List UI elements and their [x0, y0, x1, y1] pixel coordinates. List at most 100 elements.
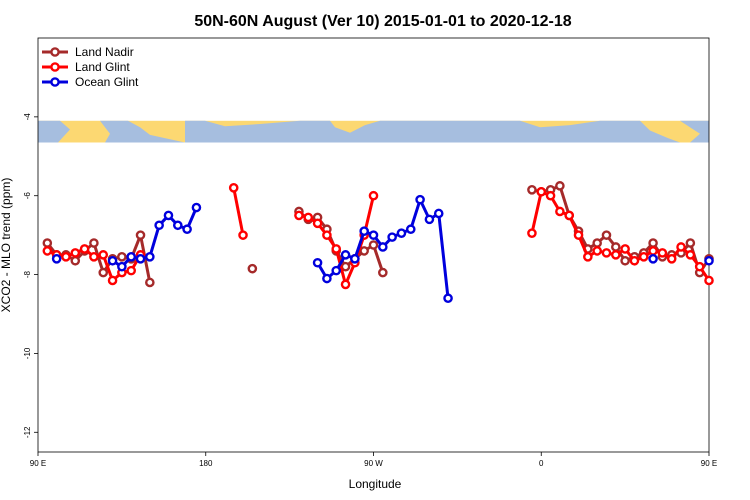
x-tick-label-3: 0: [539, 459, 544, 468]
series-2-point-3-0: [648, 253, 658, 264]
series-0-point-0-11: [145, 277, 155, 288]
series-0-point-0-3: [70, 255, 81, 266]
series-1-point-3-2: [545, 190, 556, 201]
series-1-point-0-3: [70, 248, 81, 258]
series-2-point-2-11: [415, 194, 425, 205]
series-0-point-3-10: [620, 255, 630, 266]
series-1-point-1-0: [228, 183, 239, 193]
series-0-point-3-8: [601, 230, 612, 240]
series-2-point-2-8: [387, 232, 397, 242]
x-tick-label-4: 90 E: [701, 459, 717, 468]
series-1-line-1: [232, 187, 245, 236]
series-1-point-3-0: [527, 228, 537, 238]
series-2-point-2-4: [350, 253, 360, 264]
map-band-ocean-0: [38, 120, 70, 143]
series-1-point-2-2: [312, 218, 323, 229]
x-tick-label-0: 90 E: [30, 459, 46, 468]
series-1-point-3-4: [564, 210, 575, 221]
series-0-point-2-9: [378, 267, 388, 278]
series-2-point-2-0: [312, 257, 323, 268]
series-1-point-3-19: [704, 275, 714, 286]
map-band-ocean-2: [185, 120, 680, 143]
series-1-point-0-9: [126, 265, 136, 276]
series-1-point-3-12: [638, 252, 649, 262]
series-1-point-3-1: [536, 186, 547, 197]
map-band-ocean-1: [100, 120, 185, 143]
series-1-point-3-16: [676, 242, 686, 252]
map-band-ocean-3: [680, 120, 709, 143]
series-1-point-0-2: [61, 252, 71, 262]
x-axis: 90 E 180 90 W 0 90 E: [30, 452, 717, 468]
y-tick-label-3: -10: [23, 347, 32, 359]
series-1-point-3-7: [592, 246, 602, 256]
map-band: [38, 120, 709, 143]
series-1-point-0-0: [42, 246, 53, 256]
x-tick-label-1: 180: [199, 459, 213, 468]
series-1-point-3-3: [555, 206, 565, 217]
series-1-point-2-8: [368, 190, 379, 201]
series-1-point-3-15: [666, 253, 677, 264]
series-1-point-2-5: [340, 279, 351, 290]
series-0-point-3-17: [685, 238, 696, 248]
series-1-point-0-6: [98, 250, 109, 260]
series-2: [51, 194, 714, 304]
series-0-line-3: [531, 184, 711, 275]
series-1-line-3: [530, 190, 711, 282]
legend-label-2: Ocean Glint: [75, 75, 139, 89]
series-2-point-2-6: [368, 230, 379, 240]
series-1-point-3-10: [620, 244, 630, 254]
series-2-point-2-5: [359, 226, 369, 236]
series-0-point-0-5: [89, 238, 99, 248]
series-2-point-2-10: [405, 224, 416, 235]
legend-item-2[interactable]: Ocean Glint: [42, 75, 139, 89]
series-2-point-2-1: [322, 273, 332, 284]
series-1-point-0-7: [107, 275, 118, 286]
y-tick-label-4: -12: [23, 426, 32, 438]
series-1-point-2-4: [331, 244, 342, 254]
series-2-point-1-8: [182, 224, 192, 235]
series-1-point-3-14: [657, 248, 668, 258]
series-0-point-0-0: [42, 238, 53, 248]
series-1-point-3-5: [573, 230, 584, 240]
y-axis-label: XCO2 - MLO trend (ppm): [0, 178, 13, 313]
series-1-point-2-3: [322, 230, 332, 240]
series-1-point-1-1: [238, 230, 248, 240]
series-2-point-2-9: [396, 228, 407, 238]
series-1-point-3-11: [629, 255, 640, 266]
legend-item-1[interactable]: Land Glint: [42, 60, 130, 74]
y-tick-label-2: -8: [23, 270, 32, 278]
series-2-point-1-2: [126, 252, 136, 262]
y-tick-label-1: -6: [23, 192, 32, 200]
series-2-point-1-1: [117, 261, 127, 272]
series-2-point-0-0: [51, 253, 62, 264]
y-tick-label-0: -4: [23, 113, 32, 121]
y-axis: -4 -6 -8 -10 -12: [23, 113, 38, 438]
legend-swatch-marker-1: [50, 62, 60, 72]
series-2-point-1-6: [163, 210, 174, 221]
series-2-line-1: [111, 206, 198, 269]
series-0-point-0-8: [117, 252, 127, 262]
series-1-point-0-4: [79, 244, 90, 254]
series-1-point-2-0: [294, 210, 304, 221]
series-2-point-1-4: [145, 252, 155, 262]
series-2-point-1-3: [135, 253, 146, 264]
series-2-point-4-0: [704, 255, 714, 266]
x-axis-label: Longitude: [349, 477, 402, 491]
series-2-point-2-3: [340, 250, 351, 260]
x-tick-label-2: 90 W: [364, 459, 383, 468]
legend-item-0[interactable]: Land Nadir: [42, 45, 134, 59]
legend-swatch-marker-0: [50, 47, 60, 57]
series-1-point-3-9: [611, 250, 621, 260]
series-2-point-1-7: [172, 220, 183, 231]
series-2-point-2-7: [378, 242, 388, 252]
series-0-point-3-13: [648, 238, 658, 248]
series-0-point-2-8: [368, 240, 379, 250]
series-1-point-3-17: [685, 250, 696, 260]
series-2-point-1-0: [107, 255, 118, 266]
legend-label-1: Land Glint: [75, 60, 130, 74]
series-0-point-3-3: [555, 181, 565, 191]
series-1-point-3-8: [601, 248, 612, 258]
series-0-point-0-6: [98, 267, 109, 278]
series-2-point-1-9: [191, 202, 202, 213]
